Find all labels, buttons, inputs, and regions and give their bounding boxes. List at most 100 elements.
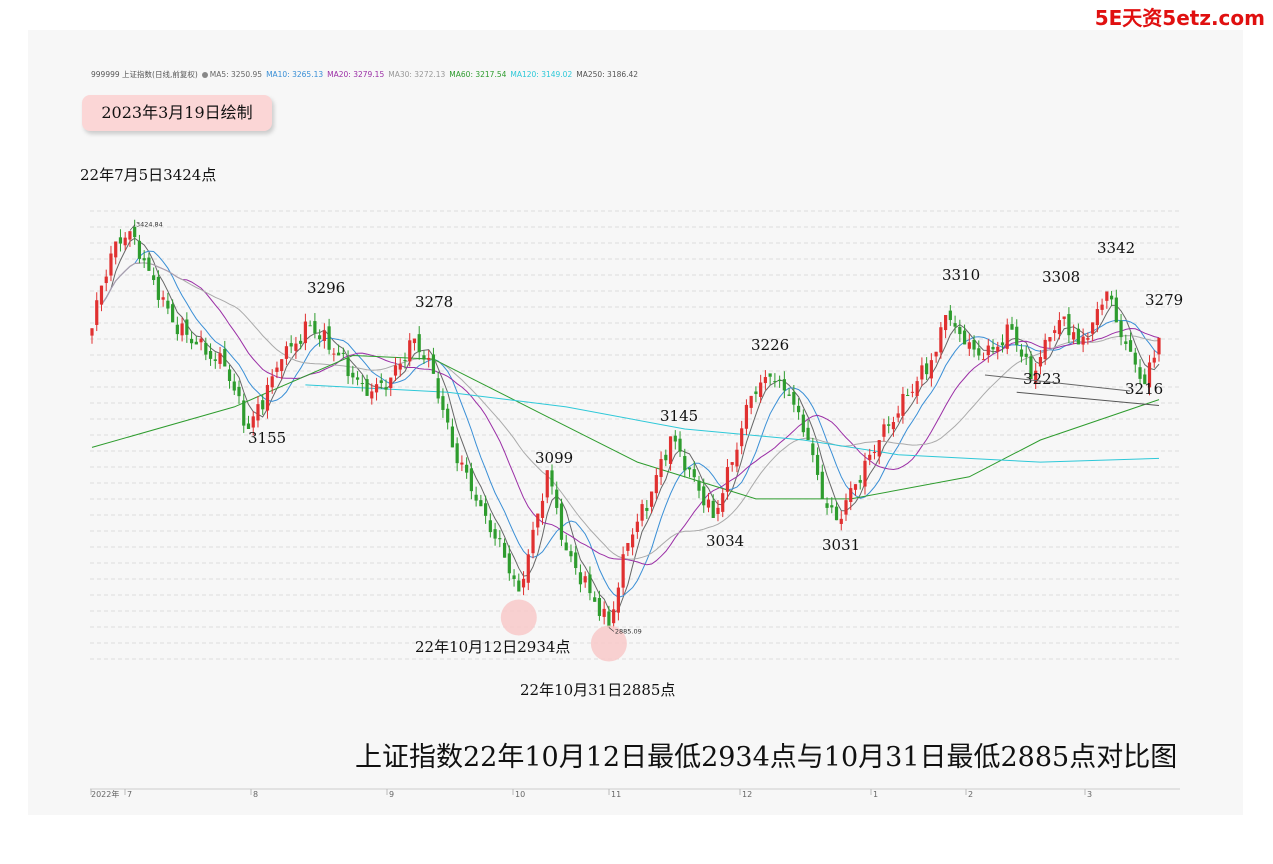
candle-body [944,315,948,331]
candle-body [1086,338,1090,340]
candle-body [668,436,673,464]
candle-body [583,576,587,583]
candle-body [208,351,213,359]
max-value-label: 3424.84 [136,221,163,229]
candle-body [602,608,606,617]
candle-body [493,529,497,539]
candle-body [536,513,540,528]
candle-body [365,379,369,396]
candle-body [427,357,431,360]
candle-body [175,324,179,335]
candle-body [730,462,734,465]
candle-body [939,327,943,353]
candle-body [1015,326,1019,346]
candle-body [256,404,260,421]
candle-body [721,493,725,512]
candle-body [242,400,246,426]
candle-body [318,335,322,340]
ma-legend: 999999 上证指数(日线,前复权) MA5: 3250.95 MA10: 326… [91,69,642,80]
candle-body [128,231,132,240]
candle-body [265,384,270,411]
candle-body [147,257,151,271]
candle-body [351,372,355,378]
annotation-label: 3310 [942,266,980,284]
candle-body [446,408,450,423]
annotation-label: 3099 [535,449,573,467]
candle-body [621,554,625,588]
candle-body [844,500,848,515]
candle-body [374,384,379,393]
candle-body [697,480,701,491]
candle-body [95,300,99,325]
candle-body [370,391,374,399]
annotation-label: 3031 [822,536,860,554]
ma20-line [101,262,1160,566]
candle-body [180,323,184,336]
candle-body [863,460,867,487]
x-tick-label: 7 [127,790,132,799]
x-tick-label: 11 [611,790,621,799]
max-marker [129,224,136,231]
candle-body [692,469,696,478]
chart-title: 上证指数22年10月12日最低2934点与10月31日最低2885点对比图 [355,742,1178,773]
candle-body [986,345,990,356]
candle-body [498,538,502,540]
candle-body [1000,342,1005,346]
candle-body [1157,337,1161,355]
annotation-label: 3223 [1023,370,1061,388]
candle-body [308,325,312,327]
candle-body [635,521,639,532]
candle-body [872,452,877,454]
candle-body [545,470,549,498]
candle-body [441,396,445,410]
candle-body [152,275,156,281]
candle-body [99,285,104,305]
candle-body [1010,324,1014,330]
candle-body [593,597,597,602]
candle-body [1109,295,1114,300]
candle-body [204,342,208,355]
candle-body [597,597,602,616]
min-marker [608,627,615,632]
candle-body [796,405,801,413]
candle-body [787,394,791,396]
candle-body [991,346,995,350]
annotation-label: 3034 [706,532,744,550]
candle-body [531,529,535,554]
candle-body [1133,352,1137,365]
candle-body [1143,374,1147,385]
candle-body [336,352,341,356]
candle-body [896,413,900,418]
ma250-line [1016,391,1160,406]
trend-line [984,374,1131,392]
x-tick-label: 2022年 [91,789,119,799]
candle-body [820,471,824,499]
candle-body [559,503,564,540]
ma60-line [91,354,1160,500]
candle-body [469,468,473,492]
candle-body [194,341,198,345]
candle-body [616,587,620,613]
annotation-label: 3342 [1097,239,1135,257]
candle-body [996,346,1000,352]
candle-body [901,393,905,416]
candle-body [280,359,284,372]
x-tick-label: 8 [253,790,258,799]
candle-body [612,609,616,624]
candle-body [261,400,265,410]
candle-body [1114,297,1118,323]
legend-dot-icon [201,72,208,78]
candle-body [1057,320,1062,335]
candle-body [384,387,388,390]
candle-body [768,373,772,377]
annotation-label: 22年10月31日2885点 [520,681,675,699]
candle-body [706,499,711,508]
candle-body [479,500,483,507]
candle-body [398,363,402,370]
candle-body [284,346,289,359]
candle-body [332,353,336,355]
candle-body [773,381,777,383]
low-highlight-1 [500,599,537,636]
candle-body [1053,330,1057,333]
